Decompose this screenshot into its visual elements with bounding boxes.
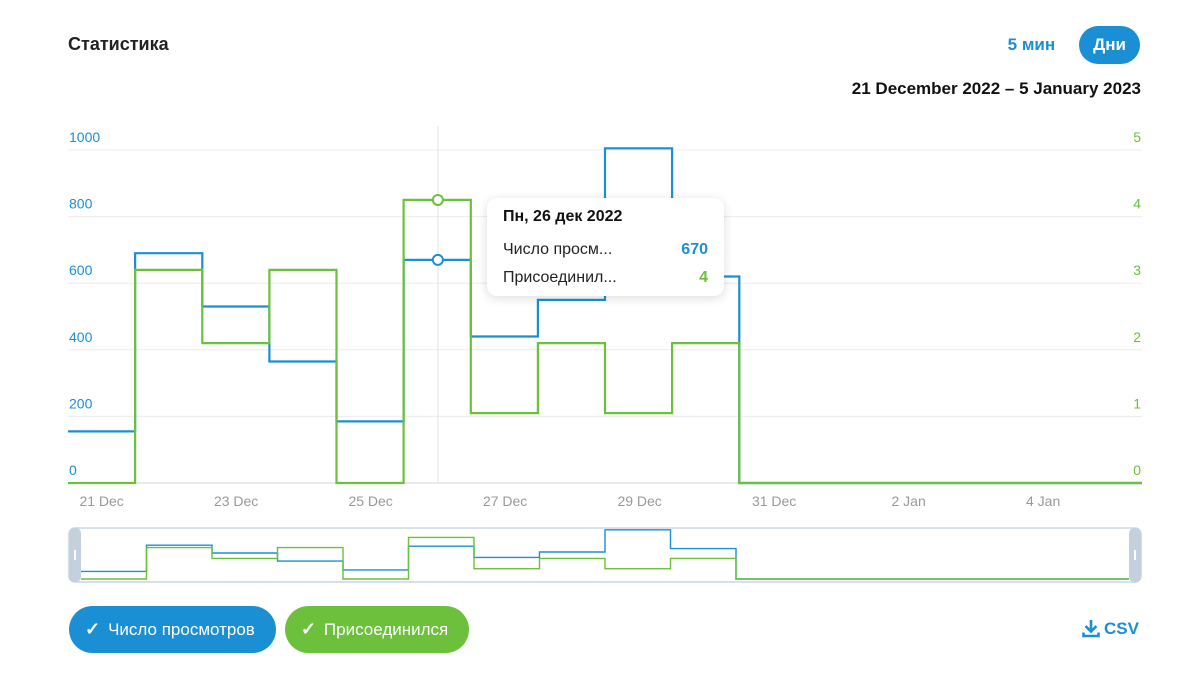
- y-right-tick-label: 5: [1133, 129, 1141, 145]
- y-left-tick-label: 0: [69, 462, 77, 478]
- csv-download-button[interactable]: CSV: [1082, 619, 1139, 639]
- y-left-tick-label: 800: [69, 196, 93, 212]
- tooltip-views-label: Число просм...: [503, 241, 613, 258]
- tooltip-title: Пн, 26 дек 2022: [503, 208, 623, 225]
- y-right-tick-label: 2: [1133, 329, 1141, 345]
- navigator-joined-line: [81, 536, 1129, 580]
- date-range: 21 December 2022 – 5 January 2023: [851, 79, 1141, 98]
- tooltip-row-views: Число просм... 670: [503, 236, 708, 264]
- x-tick-label: 25 Dec: [348, 493, 392, 509]
- tooltip-views-value: 670: [681, 241, 708, 258]
- period-switch: 5 мин Дни: [994, 26, 1140, 64]
- legend-joined-label: Присоединился: [323, 619, 449, 639]
- x-tick-label: 29 Dec: [617, 493, 661, 509]
- x-tick-label: 4 Jan: [1026, 493, 1060, 509]
- check-icon: ✓: [300, 619, 316, 639]
- y-left-tick-label: 200: [69, 395, 93, 411]
- check-icon: ✓: [85, 619, 101, 639]
- y-left-tick-label: 1000: [69, 129, 100, 145]
- legend-toggle-views[interactable]: ✓ Число просмотров: [69, 606, 276, 653]
- y-right-tick-label: 3: [1133, 262, 1141, 278]
- period-days-button[interactable]: Дни: [1079, 26, 1140, 64]
- csv-label: CSV: [1104, 619, 1139, 638]
- y-left-tick-label: 600: [69, 262, 93, 278]
- hover-point-views: [431, 253, 444, 266]
- hover-point-joined: [431, 193, 444, 206]
- x-tick-label: 31 Dec: [752, 493, 796, 509]
- y-right-tick-label: 4: [1133, 196, 1141, 212]
- x-tick-label: 21 Dec: [79, 493, 123, 509]
- y-right-tick-label: 1: [1133, 395, 1141, 411]
- y-right-tick-label: 0: [1133, 462, 1141, 478]
- stats-chart[interactable]: 0 200 400 600 800 1000 0 1 2 3 4 5 21 Dec 23 Dec 25 De…: [0, 0, 1200, 600]
- series-joined-line: [68, 198, 1142, 485]
- x-tick-label: 23 Dec: [214, 493, 258, 509]
- chart-tooltip: Пн, 26 дек 2022 Число просм... 670 Присо…: [487, 198, 724, 296]
- download-icon: [1082, 620, 1100, 638]
- y-left-tick-label: 400: [69, 329, 93, 345]
- period-5min-button[interactable]: 5 мин: [994, 26, 1069, 64]
- page-title: Статистика: [68, 34, 169, 54]
- legend: ✓ Число просмотров ✓ Присоединился: [69, 606, 470, 653]
- legend-views-label: Число просмотров: [108, 619, 255, 639]
- x-tick-label: 27 Dec: [483, 493, 527, 509]
- tooltip-joined-label: Присоединил...: [503, 269, 617, 286]
- x-tick-label: 2 Jan: [892, 493, 926, 509]
- tooltip-joined-value: 4: [699, 269, 708, 286]
- legend-toggle-joined[interactable]: ✓ Присоединился: [284, 606, 470, 653]
- tooltip-row-joined: Присоединил... 4: [503, 264, 708, 292]
